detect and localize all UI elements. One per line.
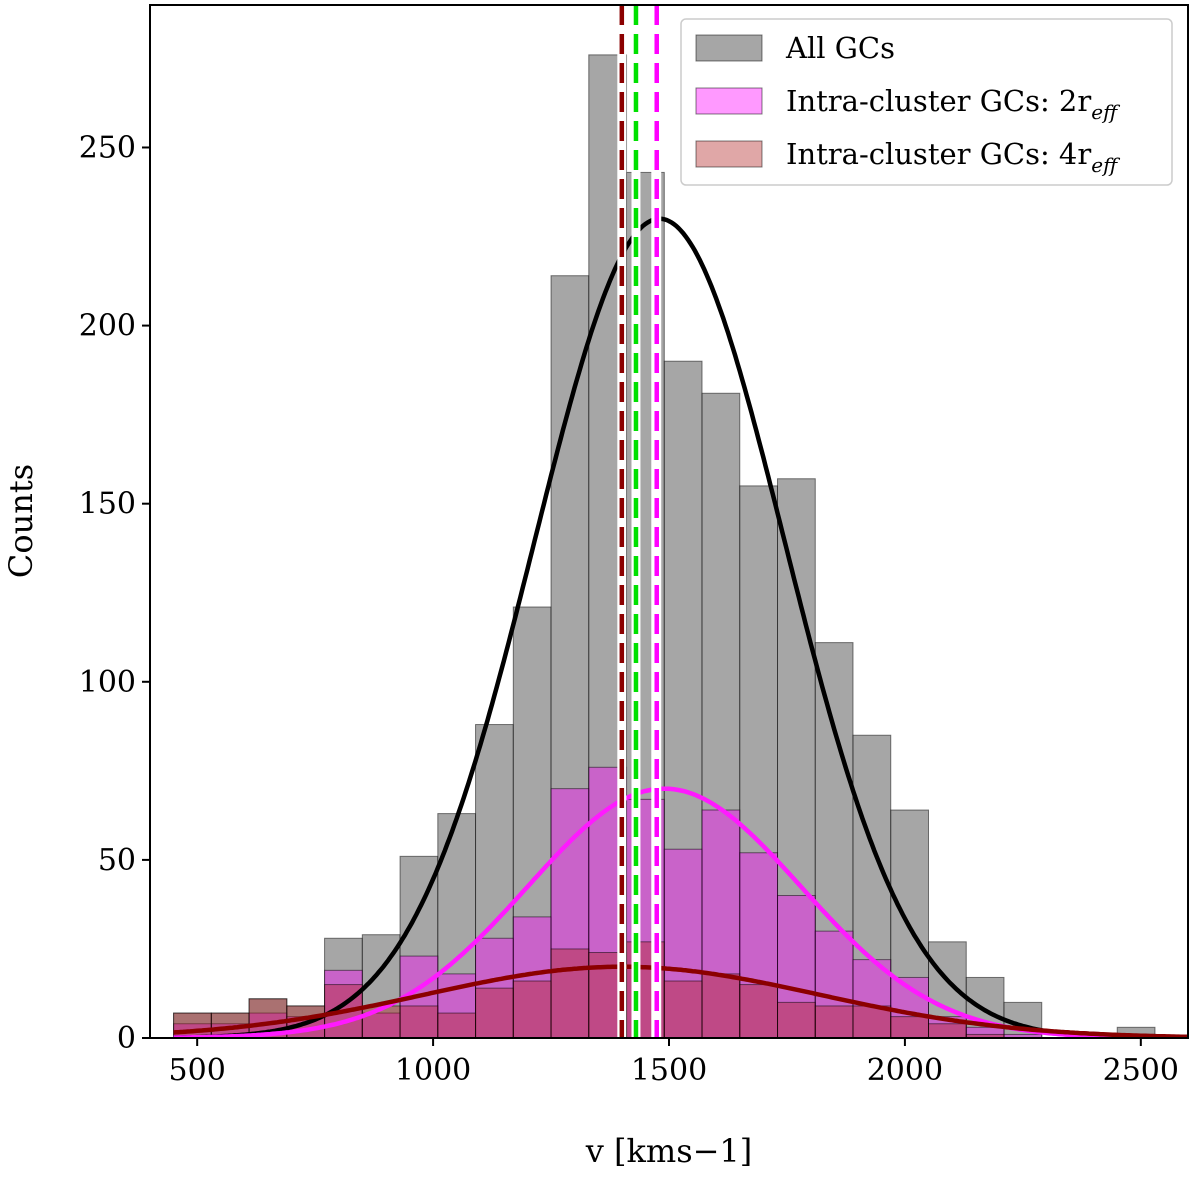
legend-swatch-2 [695, 140, 763, 168]
bar-2-16 [777, 1001, 816, 1038]
bar-1-5 [361, 1012, 401, 1038]
y-tick-label-2: 100 [79, 665, 136, 700]
legend-label-2: Intra-cluster GCs: 4reff [786, 137, 1121, 177]
bar-2-21 [965, 1033, 1005, 1038]
fit-curve-0 [173, 216, 1188, 1038]
bar-2-10 [550, 948, 590, 1038]
y-tick-label-3: 150 [79, 487, 136, 522]
bar-2-8 [475, 987, 514, 1038]
bar-2-19 [890, 1016, 929, 1038]
bar-0-13 [663, 360, 703, 1038]
bar-1-18 [852, 959, 892, 1038]
y-axis-ticks: 0 50 100 150 200 250 [79, 130, 150, 1056]
y-tick-label-0: 0 [117, 1021, 136, 1056]
bar-2-15 [739, 984, 779, 1038]
legend-box [680, 18, 1173, 186]
x-tick-label-0: 500 [169, 1053, 226, 1088]
bar-2-9 [512, 980, 552, 1038]
legend-swatch-1 [695, 87, 763, 115]
bar-2-6 [399, 1005, 439, 1038]
bar-2-17 [814, 1005, 854, 1038]
x-tick-label-4: 2500 [1103, 1053, 1179, 1088]
x-tick-label-3: 2000 [867, 1053, 943, 1088]
bar-2-7 [437, 1012, 477, 1038]
mean-velocity-lines [617, 5, 662, 1038]
bar-0-18 [852, 734, 892, 1038]
x-tick-label-1: 1000 [395, 1053, 471, 1088]
bar-2-20 [928, 1023, 967, 1038]
y-tick-label-1: 50 [98, 843, 136, 878]
histogram-bars [173, 54, 1156, 1038]
y-axis-label: Counts [2, 464, 40, 578]
bar-1-14 [701, 809, 741, 1038]
bar-0-17 [814, 642, 854, 1038]
x-axis-label: v [kms−1] [585, 1132, 753, 1170]
bar-2-5 [361, 1005, 401, 1038]
fit-curve-2 [173, 964, 1188, 1038]
bar-0-16 [777, 478, 816, 1038]
legend-swatch-0 [695, 34, 763, 62]
bar-1-13 [663, 848, 703, 1038]
bar-2-13 [663, 980, 703, 1038]
legend: All GCs Intra-cluster GCs: 2reff Intra-clu… [680, 18, 1173, 186]
x-tick-label-2: 1500 [631, 1053, 707, 1088]
x-axis-ticks: 500 1000 1500 2000 2500 [169, 1038, 1179, 1088]
legend-label-0: All GCs [785, 31, 895, 65]
bar-2-18 [852, 1005, 892, 1038]
bar-2-14 [701, 973, 741, 1038]
bar-0-14 [701, 392, 741, 1038]
gaussian-fit-curves [173, 216, 1188, 1038]
bar-1-17 [814, 930, 854, 1038]
legend-label-1: Intra-cluster GCs: 2reff [786, 84, 1121, 124]
bar-1-15 [739, 852, 779, 1038]
y-tick-label-5: 250 [79, 130, 136, 165]
y-tick-label-4: 200 [79, 309, 136, 344]
